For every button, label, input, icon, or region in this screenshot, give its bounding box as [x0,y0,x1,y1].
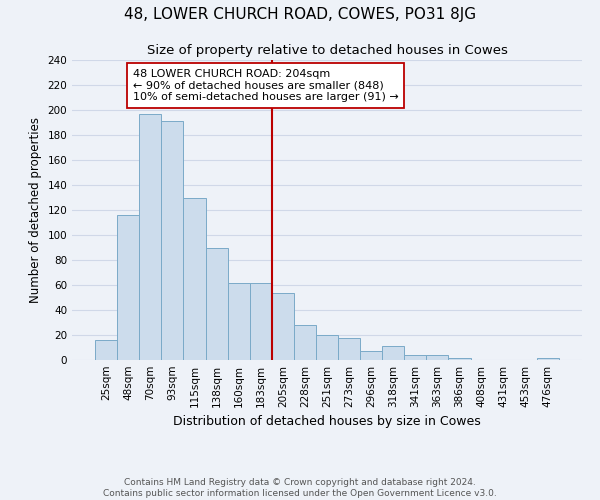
Bar [161,121,184,360]
Bar [448,358,470,360]
Bar [294,325,316,360]
Bar [95,340,117,360]
Bar [139,114,161,360]
Bar [206,248,227,360]
Bar [117,215,139,360]
Title: Size of property relative to detached houses in Cowes: Size of property relative to detached ho… [146,44,508,58]
Bar [184,198,206,360]
Bar [227,282,250,360]
Text: 48 LOWER CHURCH ROAD: 204sqm
← 90% of detached houses are smaller (848)
10% of s: 48 LOWER CHURCH ROAD: 204sqm ← 90% of de… [133,68,398,102]
Bar [537,358,559,360]
Bar [338,338,360,360]
Text: 48, LOWER CHURCH ROAD, COWES, PO31 8JG: 48, LOWER CHURCH ROAD, COWES, PO31 8JG [124,8,476,22]
Bar [404,355,427,360]
Bar [427,355,448,360]
Y-axis label: Number of detached properties: Number of detached properties [29,117,42,303]
X-axis label: Distribution of detached houses by size in Cowes: Distribution of detached houses by size … [173,416,481,428]
Bar [382,346,404,360]
Text: Contains HM Land Registry data © Crown copyright and database right 2024.
Contai: Contains HM Land Registry data © Crown c… [103,478,497,498]
Bar [316,335,338,360]
Bar [250,282,272,360]
Bar [360,351,382,360]
Bar [272,292,294,360]
